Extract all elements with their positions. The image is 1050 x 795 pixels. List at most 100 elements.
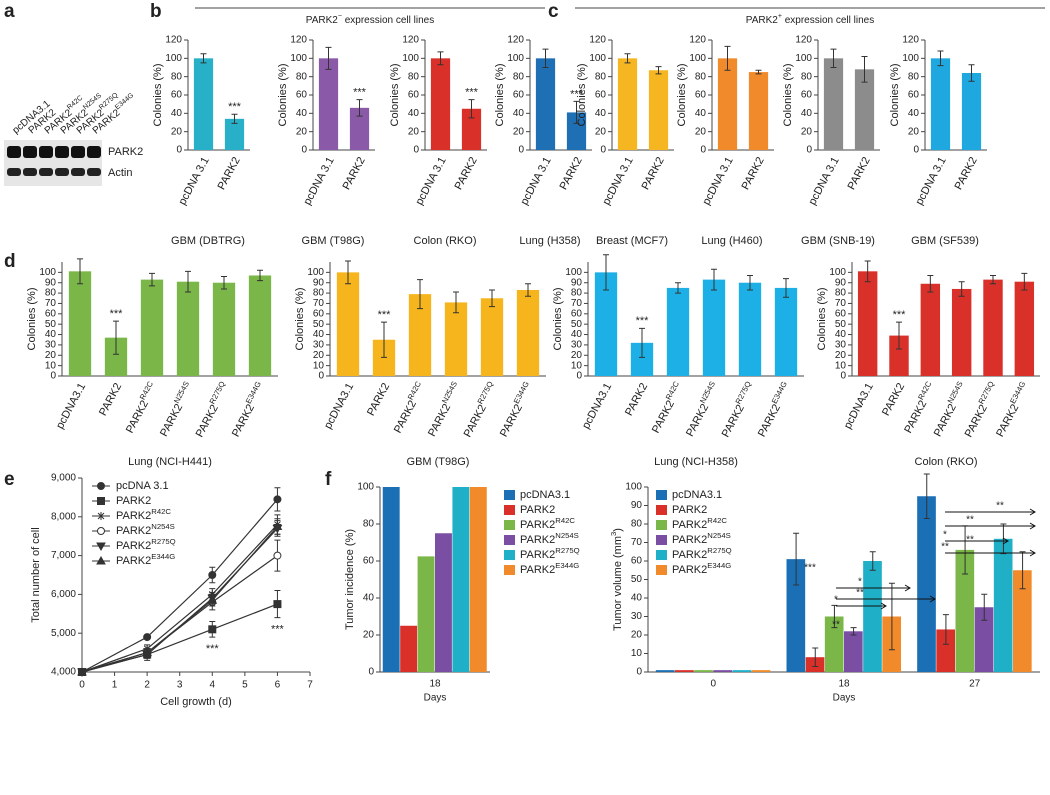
bar bbox=[702, 279, 726, 376]
error-bar bbox=[831, 604, 838, 629]
text-part: Tumor volume (mm bbox=[612, 536, 624, 631]
bar bbox=[863, 561, 882, 672]
y-tick-label: 30 bbox=[313, 340, 325, 351]
significance: ** bbox=[941, 542, 949, 553]
y-tick-label: 20 bbox=[408, 126, 420, 137]
bar bbox=[824, 616, 844, 672]
significance: *** bbox=[228, 101, 242, 113]
y-tick-label: 40 bbox=[835, 329, 847, 340]
marker bbox=[208, 571, 217, 579]
y-tick-label: 60 bbox=[631, 556, 643, 567]
y-tick-label: 40 bbox=[313, 329, 325, 340]
y-tick-label: 80 bbox=[695, 71, 707, 82]
marker bbox=[77, 666, 87, 676]
error-bar bbox=[923, 473, 930, 519]
y-tick-label: 20 bbox=[45, 350, 57, 361]
error-bar bbox=[624, 53, 631, 64]
y-tick-label: 20 bbox=[171, 126, 183, 137]
significance: ** bbox=[966, 535, 974, 546]
line bbox=[81, 524, 278, 673]
x-tick-label: PARK2 bbox=[558, 155, 585, 192]
superscript: E344G bbox=[511, 380, 530, 405]
y-tick-label: 0 bbox=[518, 145, 524, 156]
bar bbox=[224, 118, 245, 150]
text-part: expression cell lines bbox=[342, 15, 434, 26]
bar bbox=[248, 275, 272, 376]
bar bbox=[417, 556, 435, 672]
error-bar bbox=[812, 647, 819, 667]
chart-title: GBM (T98G) bbox=[407, 456, 470, 468]
text-part: PARK2 bbox=[426, 402, 453, 439]
bar bbox=[193, 58, 214, 151]
error-bar bbox=[747, 274, 753, 291]
legend-label: PARK2R42C bbox=[672, 516, 727, 531]
legend-label: pcDNA3.1 bbox=[520, 489, 570, 501]
legend-label: PARK2N254S bbox=[520, 531, 579, 546]
significance: *** bbox=[353, 86, 367, 98]
bar bbox=[823, 58, 844, 151]
text-part: PARK2 bbox=[672, 564, 707, 576]
text-part: PARK2 bbox=[520, 549, 555, 561]
text-part: PARK2 bbox=[462, 403, 489, 440]
superscript: E344G bbox=[151, 552, 175, 561]
superscript: N254S bbox=[172, 380, 191, 405]
error-bar bbox=[185, 270, 191, 293]
superscript: N254S bbox=[707, 531, 731, 540]
error-bar bbox=[639, 327, 645, 358]
x-tick-label: PARK2E344G bbox=[495, 380, 536, 440]
x-tick-label: PARK2R42C bbox=[647, 379, 687, 435]
y-tick-label: 0 bbox=[840, 371, 846, 382]
y-tick-label: 100 bbox=[307, 267, 324, 278]
bar bbox=[1012, 570, 1032, 672]
x-tick-label: 7 bbox=[307, 680, 313, 691]
y-axis-label: Colonies (%) bbox=[782, 64, 794, 127]
bar bbox=[713, 670, 732, 672]
y-tick-label: 80 bbox=[363, 519, 375, 530]
superscript: E344G bbox=[1008, 380, 1027, 405]
y-tick-label: 90 bbox=[313, 277, 325, 288]
error-bar bbox=[675, 282, 681, 294]
x-tick-label: PARK2R275Q bbox=[717, 380, 759, 440]
legend-marker bbox=[97, 527, 105, 535]
y-tick-label: 20 bbox=[835, 350, 847, 361]
superscript: N254S bbox=[698, 380, 717, 405]
error-bar bbox=[417, 279, 423, 310]
y-axis-label: Colonies (%) bbox=[889, 64, 901, 127]
x-tick-label: PARK2R275Q bbox=[459, 380, 501, 440]
y-tick-label: 9,000 bbox=[51, 473, 76, 484]
text-part: PARK2 bbox=[392, 398, 419, 435]
y-tick-label: 100 bbox=[689, 53, 706, 64]
bar bbox=[318, 58, 339, 151]
text-part: PARK2 bbox=[672, 534, 707, 546]
x-axis-label: Days bbox=[833, 693, 856, 704]
x-tick-label: pcDNA3.1 bbox=[842, 381, 876, 431]
y-tick-label: 100 bbox=[165, 53, 182, 64]
legend-label: PARK2R42C bbox=[116, 507, 171, 522]
band bbox=[7, 146, 21, 158]
y-tick-label: 100 bbox=[902, 53, 919, 64]
bar bbox=[382, 487, 400, 672]
chart-title: Lung (NCI-H441) bbox=[128, 456, 212, 468]
y-tick-label: 40 bbox=[408, 108, 420, 119]
error-bar bbox=[603, 254, 609, 291]
x-tick-label: PARK2 bbox=[953, 155, 980, 192]
x-tick-label: PARK2 bbox=[365, 381, 392, 418]
y-tick-label: 80 bbox=[313, 288, 325, 299]
marker bbox=[207, 595, 218, 604]
y-tick-label: 20 bbox=[296, 126, 308, 137]
superscript: R42C bbox=[707, 516, 727, 525]
error-bar bbox=[489, 289, 495, 308]
chart-title: Lung (NCI-H358) bbox=[654, 456, 738, 468]
x-tick-label: 6 bbox=[275, 680, 281, 691]
y-tick-label: 20 bbox=[695, 126, 707, 137]
text-part: ) bbox=[612, 528, 624, 532]
legend-swatch bbox=[656, 505, 667, 515]
error-bar bbox=[573, 100, 580, 124]
y-tick-label: 90 bbox=[45, 277, 57, 288]
text-part: PARK2 bbox=[720, 403, 747, 440]
y-tick-label: 80 bbox=[835, 288, 847, 299]
bar bbox=[535, 58, 556, 151]
panel-label: d bbox=[4, 251, 16, 272]
y-tick-label: 60 bbox=[835, 308, 847, 319]
panel-label: f bbox=[325, 469, 332, 490]
